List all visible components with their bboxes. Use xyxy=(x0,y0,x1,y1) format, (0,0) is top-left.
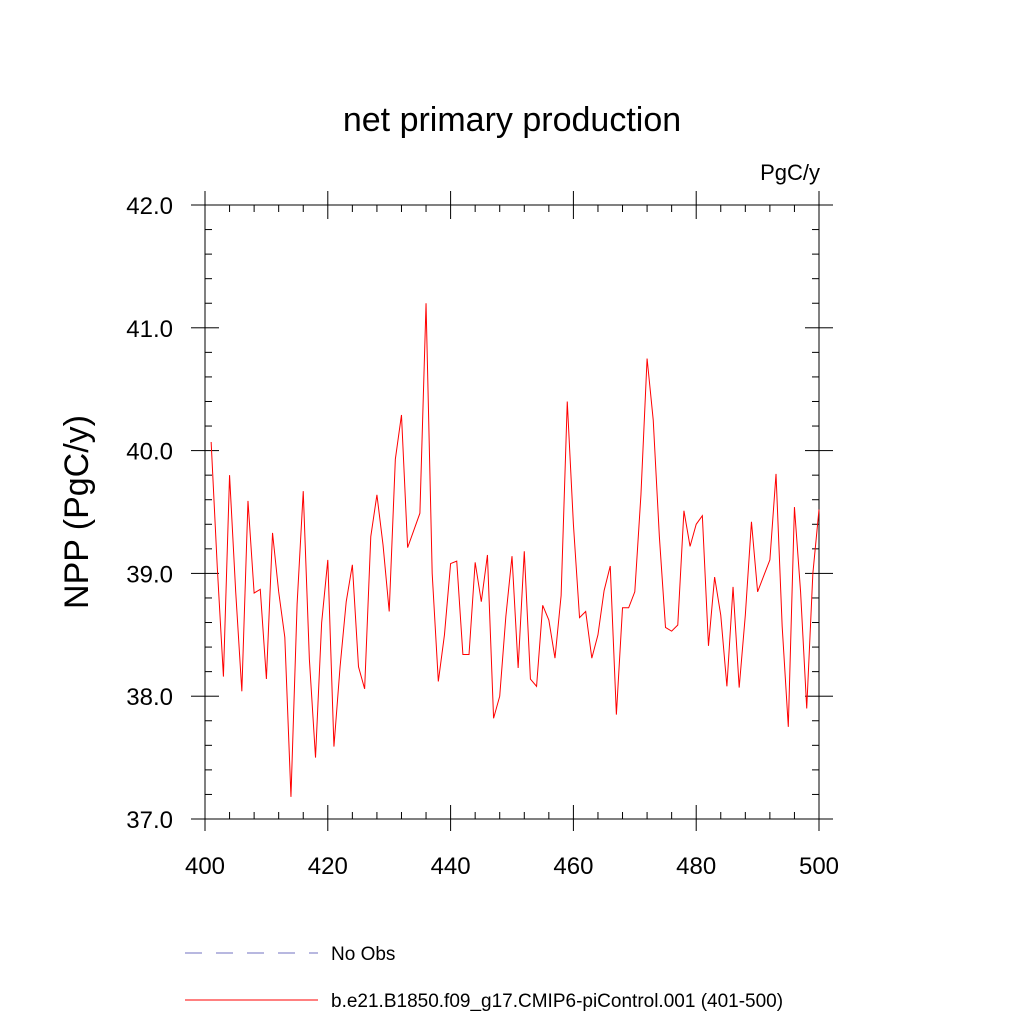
series-line xyxy=(210,303,820,797)
y-tick-label: 42.0 xyxy=(126,193,173,220)
axes: 400 420 440 460 480 500 37.0 38.0 39.0 40.0 41.0 42… xyxy=(126,191,839,880)
x-tick-label: 460 xyxy=(553,853,593,880)
legend-label: b.e21.B1850.f09_g17.CMIP6-piControl.001 … xyxy=(331,991,783,1012)
units-label: PgC/y xyxy=(760,160,820,185)
x-tick-label: 480 xyxy=(676,853,716,880)
x-tick-label: 420 xyxy=(308,853,348,880)
y-tick-label: 39.0 xyxy=(126,561,173,588)
x-tick-label: 440 xyxy=(431,853,471,880)
x-tick-label: 500 xyxy=(799,853,839,880)
y-tick-label: 37.0 xyxy=(126,807,173,834)
y-tick-label: 40.0 xyxy=(126,439,173,466)
plot-frame xyxy=(204,204,820,820)
y-tick-label: 38.0 xyxy=(126,684,173,711)
legend: No Obs b.e21.B1850.f09_g17.CMIP6-piContro… xyxy=(185,944,783,1012)
y-tick-label: 41.0 xyxy=(126,316,173,343)
x-tick-label: 400 xyxy=(185,853,225,880)
legend-label: No Obs xyxy=(331,944,395,965)
chart-title: net primary production xyxy=(343,101,681,139)
series-layer xyxy=(210,303,820,797)
y-axis-label: NPP (PgC/y) xyxy=(58,415,96,609)
